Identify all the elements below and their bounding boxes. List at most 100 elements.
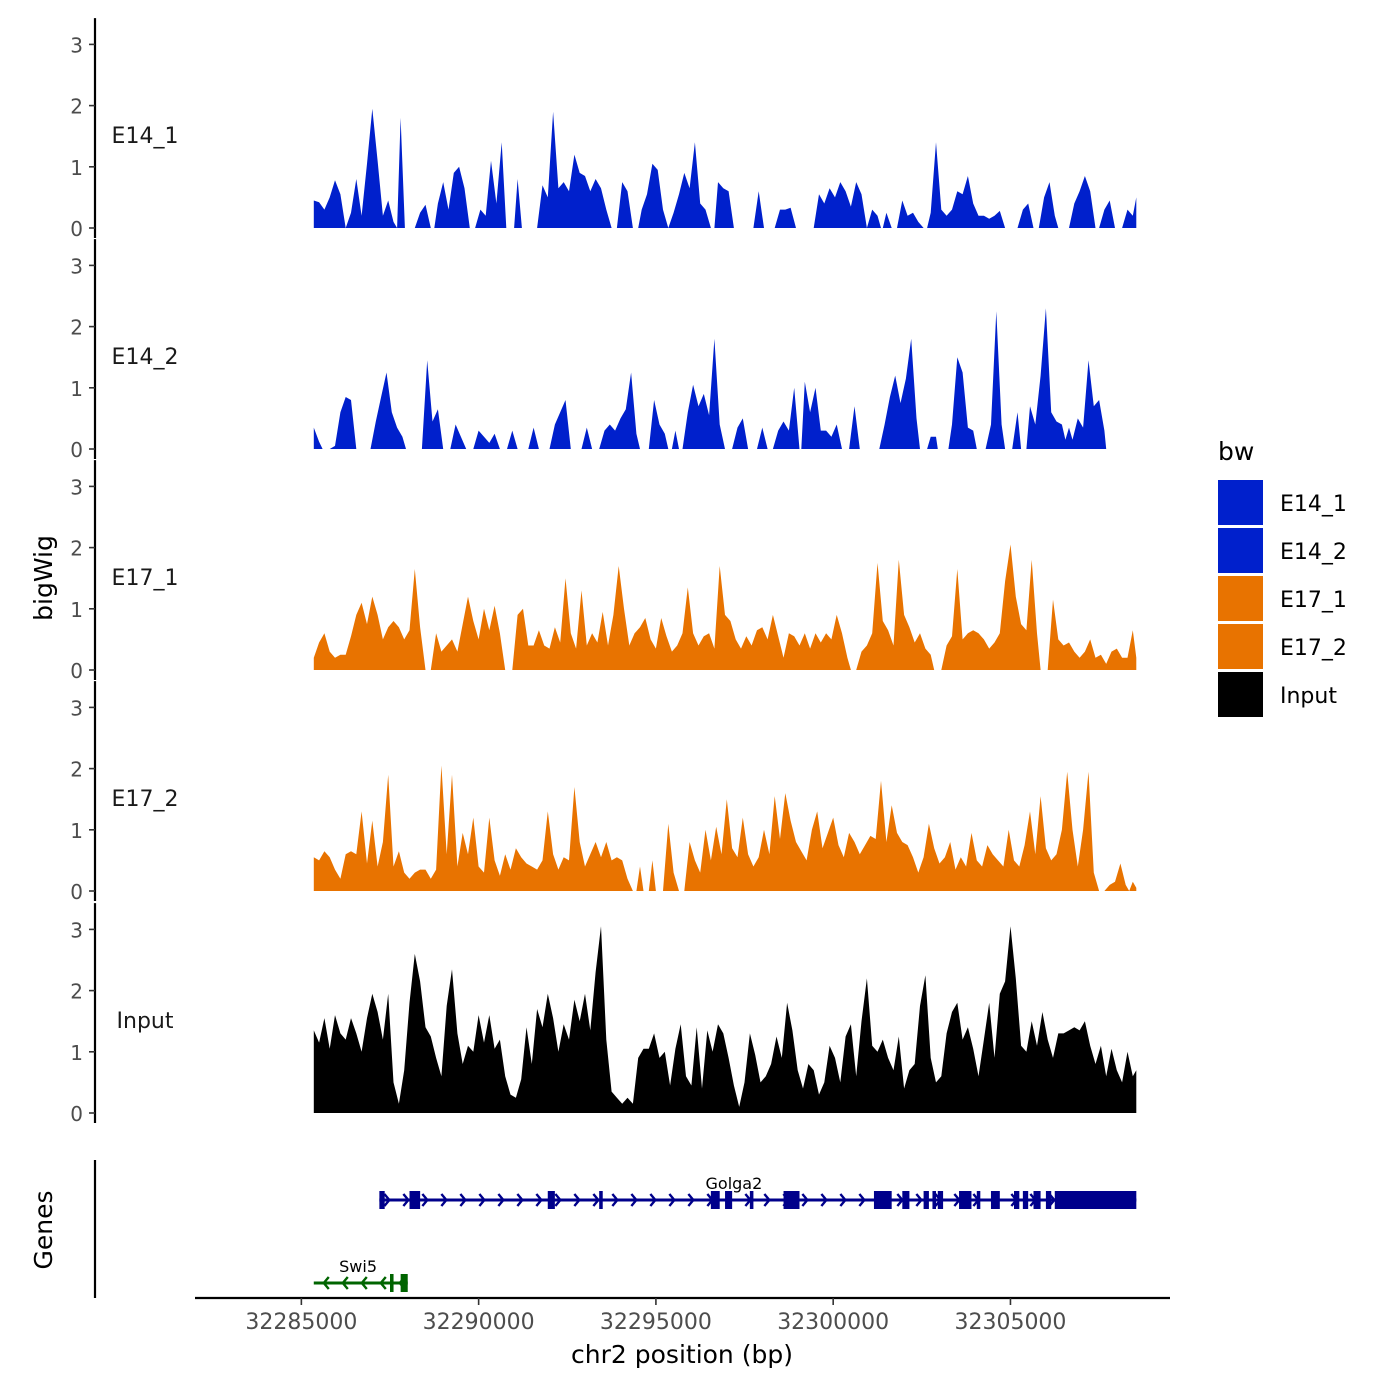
strand-arrow [383,1193,391,1207]
x-tick-label: 32300000 [777,1310,889,1335]
strand-arrow [915,1193,923,1207]
genes-panel: Golga2 Swi5 [93,1160,1137,1298]
legend-title: bw [1218,437,1254,466]
legend-label: E17_2 [1280,636,1347,661]
gene-exon [409,1191,421,1209]
track-E17_1: 0 1 2 3 E17_1 [70,460,1137,683]
legend-swatch [1218,672,1263,717]
track-E14_2: 0 1 2 3 E14_2 [70,239,1107,462]
y-tick-label: 1 [70,819,83,843]
coverage-area-E17_1 [313,544,1137,670]
gene-exon [902,1191,910,1209]
legend: bw E14_1 E14_2 E17_1 E17_2 Input [1218,437,1347,717]
strand-arrow [554,1193,562,1207]
strand-arrow [402,1193,410,1207]
x-tick-label: 32305000 [954,1310,1066,1335]
gene-exon [1014,1191,1020,1209]
gene-exon [547,1191,555,1209]
y-tick-label: 0 [70,1102,83,1126]
gene-exon [937,1191,944,1209]
strand-arrow [573,1193,581,1207]
gene-exon [749,1191,754,1209]
strand-arrow [379,1276,387,1290]
y-tick-label: 0 [70,217,83,241]
coverage-panels: 0 1 2 3 E14_1 0 1 2 3 E14_2 0 1 2 3 E17_1 0 1 2 3 E17_2 0 1 2 3… [70,18,1137,1126]
gene-exon [1045,1191,1052,1209]
gene-exon [1054,1191,1137,1209]
strand-arrow [839,1193,847,1207]
track-E14_1: 0 1 2 3 E14_1 [70,18,1137,241]
track-label: Input [117,1009,174,1034]
coverage-area-E14_2 [313,308,1107,449]
gene-exon [990,1191,1000,1209]
strand-arrow [668,1193,676,1207]
y-tick-label: 2 [70,537,83,561]
y-tick-label: 1 [70,1041,83,1065]
strand-arrow [459,1193,467,1207]
strand-arrow [516,1193,524,1207]
track-label: E17_1 [112,566,179,591]
gene-exon [400,1274,408,1292]
y-tick-label: 0 [70,880,83,904]
strand-arrow [801,1193,809,1207]
gene-exon [379,1191,385,1209]
gene-Golga2: Golga2 [379,1174,1137,1209]
x-axis-title: chr2 position (bp) [571,1340,793,1369]
gene-exon [783,1191,800,1209]
x-tick-label: 32290000 [423,1310,535,1335]
strand-arrow [763,1193,771,1207]
y-tick-label: 2 [70,980,83,1004]
strand-arrow [630,1193,638,1207]
strand-arrow [611,1193,619,1207]
legend-label: E14_1 [1280,492,1347,517]
gene-exon [976,1191,981,1209]
coverage-area-E17_2 [313,765,1137,891]
gene-exon [1022,1191,1029,1209]
legend-label: Input [1280,684,1337,709]
strand-arrow [649,1193,657,1207]
x-axis: 32285000 32290000 32295000 32300000 32305000 [195,1296,1170,1335]
legend-label: E17_1 [1280,588,1347,613]
strand-arrow [360,1276,368,1290]
strand-arrow [535,1193,543,1207]
strand-arrow [497,1193,505,1207]
y-tick-label: 3 [70,475,83,499]
gene-exon [932,1191,936,1209]
gene-exon [1033,1191,1041,1209]
legend-swatch [1218,528,1263,573]
gene-label: Swi5 [339,1257,377,1276]
coverage-area-Input [313,926,1137,1113]
y-tick-label: 2 [70,758,83,782]
gene-exon [599,1191,603,1209]
legend-swatch [1218,576,1263,621]
y-tick-label: 1 [70,377,83,401]
y-tick-label: 3 [70,918,83,942]
strand-arrow [820,1193,828,1207]
gene-exon [725,1191,733,1209]
strand-arrow [687,1193,695,1207]
gene-Swi5: Swi5 [313,1257,408,1292]
track-E17_2: 0 1 2 3 E17_2 [70,681,1137,904]
y-tick-label: 3 [70,696,83,720]
strand-arrow [440,1193,448,1207]
genes-axis-title: Genes [29,1190,58,1269]
track-label: E17_2 [112,787,179,812]
gene-exon [923,1191,929,1209]
y-axis-title: bigWig [29,535,58,621]
x-tick-label: 32295000 [600,1310,712,1335]
y-tick-label: 1 [70,598,83,622]
strand-arrow [341,1276,349,1290]
y-tick-label: 0 [70,659,83,683]
gene-label: Golga2 [706,1174,763,1193]
y-tick-label: 1 [70,156,83,180]
coverage-area-E14_1 [313,108,1137,228]
y-tick-label: 2 [70,95,83,119]
y-tick-label: 3 [70,254,83,278]
track-label: E14_2 [112,345,179,370]
track-Input: 0 1 2 3 Input [70,903,1137,1126]
legend-label: E14_2 [1280,540,1347,565]
y-tick-label: 2 [70,316,83,340]
strand-arrow [322,1276,330,1290]
gene-exon [873,1191,892,1209]
